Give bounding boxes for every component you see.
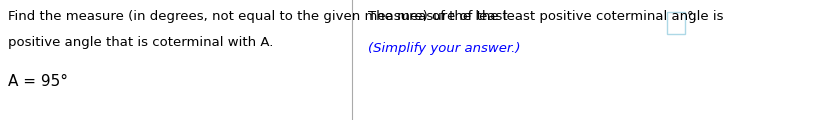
FancyBboxPatch shape — [666, 12, 684, 34]
Text: (Simplify your answer.): (Simplify your answer.) — [368, 42, 520, 55]
Text: A = 95°: A = 95° — [8, 74, 68, 89]
Text: Find the measure (in degrees, not equal to the given measure) of the least: Find the measure (in degrees, not equal … — [8, 10, 507, 23]
Text: The measure of the least positive coterminal angle is: The measure of the least positive coterm… — [368, 10, 723, 23]
Text: positive angle that is coterminal with A.: positive angle that is coterminal with A… — [8, 36, 274, 49]
Text: °.: °. — [686, 10, 696, 23]
